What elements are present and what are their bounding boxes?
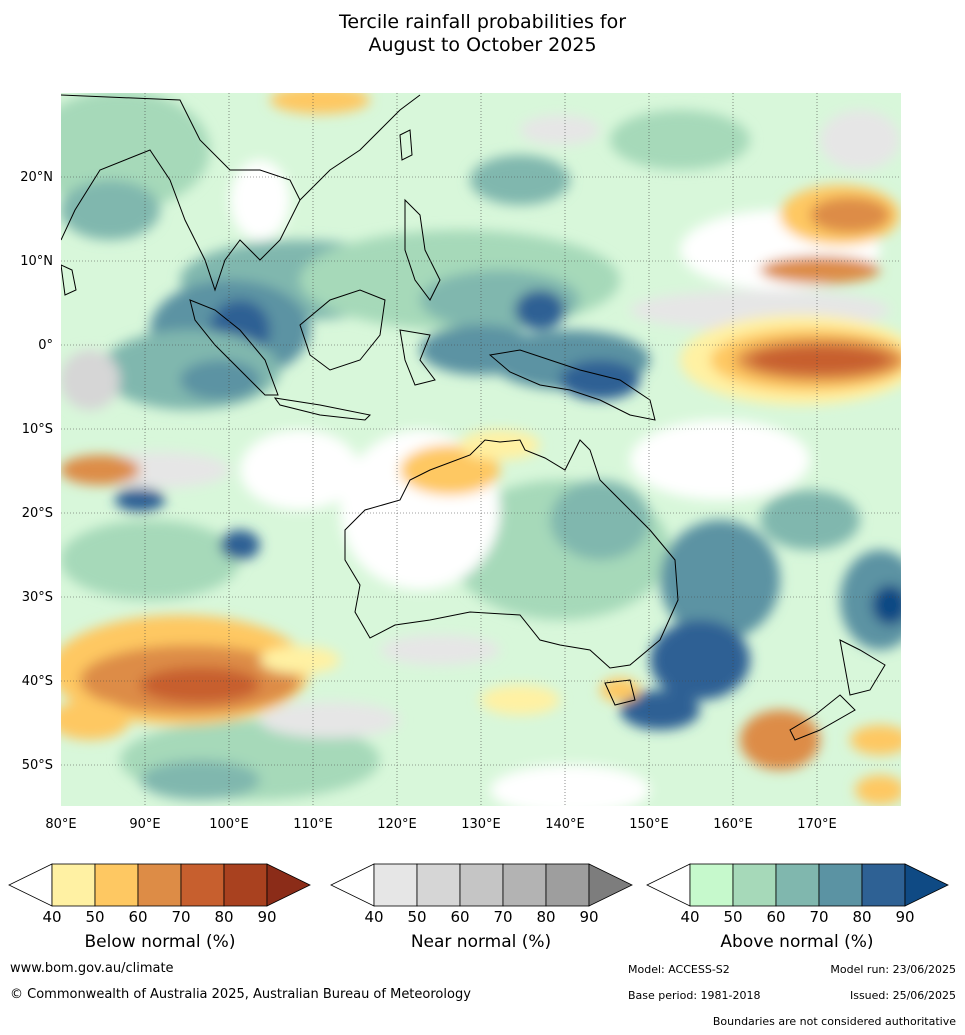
colorbar-segment — [818, 863, 863, 907]
colorbar-arrow-high — [904, 863, 949, 907]
colorbar-tick-label: 80 — [536, 908, 555, 926]
colorbar-label-above: Above normal (%) — [720, 932, 874, 952]
lon-label: 130°E — [461, 817, 501, 832]
lat-label: 50°S — [22, 758, 53, 773]
lat-label: 0° — [38, 338, 53, 353]
colorbar-tick-label: 90 — [579, 908, 598, 926]
lat-label: 10°S — [22, 422, 53, 437]
colorbar-segment — [775, 863, 820, 907]
footer-base-period: Base period: 1981-2018 — [628, 989, 761, 1002]
colorbar-tick-label: 80 — [852, 908, 871, 926]
lat-label: 40°S — [22, 674, 53, 689]
colorbar-tick-label: 40 — [364, 908, 383, 926]
colorbar-tick-label: 90 — [895, 908, 914, 926]
lat-label: 20°S — [22, 506, 53, 521]
colorbar-label-near: Near normal (%) — [410, 932, 552, 952]
colorbar-below-normal: 40 50 60 70 80 90 — [8, 863, 311, 926]
colorbar-tick-label: 70 — [809, 908, 828, 926]
lon-label: 90°E — [129, 817, 160, 832]
lon-label: 170°E — [797, 817, 837, 832]
lat-label: 20°N — [20, 170, 53, 185]
colorbar-above-normal: 40 50 60 70 80 90 — [646, 863, 949, 926]
colorbar-arrow-low — [646, 863, 691, 907]
footer-model: Model: ACCESS-S2 — [628, 963, 730, 976]
colorbar-arrow-high — [266, 863, 311, 907]
lon-label: 100°E — [209, 817, 249, 832]
title-line-1: Tercile rainfall probabilities for — [338, 11, 627, 33]
lon-label: 160°E — [713, 817, 753, 832]
lon-label: 110°E — [293, 817, 333, 832]
colorbar-segment — [502, 863, 547, 907]
colorbar-near-normal: 40 50 60 70 80 90 — [330, 863, 633, 926]
colorbar-segment — [545, 863, 590, 907]
lon-label: 80°E — [45, 817, 76, 832]
colorbar-label-below: Below normal (%) — [84, 932, 236, 952]
colorbar-tick-label: 50 — [407, 908, 426, 926]
colorbar-tick-label: 80 — [214, 908, 233, 926]
colorbar-segment — [689, 863, 734, 907]
colorbar-arrow-low — [8, 863, 53, 907]
colorbar-tick-label: 70 — [171, 908, 190, 926]
colorbar-segment — [732, 863, 777, 907]
colorbar-tick-label: 60 — [128, 908, 147, 926]
colorbar-tick-label: 90 — [257, 908, 276, 926]
footer-issued: Issued: 25/06/2025 — [849, 989, 956, 1002]
colorbar-tick-label: 50 — [723, 908, 742, 926]
lat-label: 30°S — [22, 590, 53, 605]
colorbar-segment — [94, 863, 139, 907]
colorbar-segment — [373, 863, 418, 907]
footer-model-run: Model run: 23/06/2025 — [830, 963, 956, 976]
footer-copyright: © Commonwealth of Australia 2025, Austra… — [10, 987, 471, 1002]
lon-label: 140°E — [545, 817, 585, 832]
colorbar-segment — [459, 863, 504, 907]
colorbar-tick-label: 60 — [450, 908, 469, 926]
colorbar-arrow-low — [330, 863, 375, 907]
colorbar-tick-label: 50 — [85, 908, 104, 926]
colorbar-tick-label: 40 — [680, 908, 699, 926]
footer-disclaimer: Boundaries are not considered authoritat… — [712, 1015, 956, 1028]
lon-label: 150°E — [629, 817, 669, 832]
lat-label: 10°N — [20, 254, 53, 269]
colorbar-segment — [223, 863, 268, 907]
colorbar-segment — [416, 863, 461, 907]
colorbar-segment — [51, 863, 96, 907]
coastlines — [61, 94, 886, 741]
colorbar-tick-label: 60 — [766, 908, 785, 926]
colorbar-segment — [137, 863, 182, 907]
colorbar-segment — [861, 863, 906, 907]
lon-label: 120°E — [377, 817, 417, 832]
colorbar-segment — [180, 863, 225, 907]
footer-url[interactable]: www.bom.gov.au/climate — [10, 961, 174, 976]
colorbar-tick-label: 40 — [42, 908, 61, 926]
title-line-2: August to October 2025 — [368, 34, 597, 56]
colorbar-tick-label: 70 — [493, 908, 512, 926]
gridlines — [61, 93, 901, 806]
colorbar-arrow-high — [588, 863, 633, 907]
probability-field — [61, 93, 901, 806]
